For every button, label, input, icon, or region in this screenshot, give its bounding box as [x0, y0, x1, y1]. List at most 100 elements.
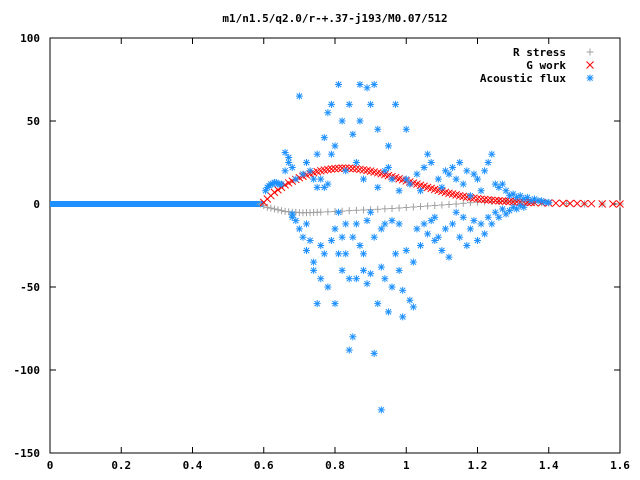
data-point	[324, 180, 332, 188]
data-point	[424, 230, 432, 238]
data-point	[377, 225, 385, 233]
data-point	[484, 159, 492, 166]
data-point	[506, 207, 514, 215]
series-r-stress	[256, 197, 624, 217]
data-point	[420, 163, 428, 171]
data-point	[480, 195, 489, 204]
y-tick-label: -150	[14, 447, 41, 460]
data-point	[392, 100, 400, 108]
data-point	[417, 242, 424, 249]
data-point	[495, 196, 503, 205]
data-point	[381, 275, 389, 283]
y-tick-label: 0	[33, 198, 40, 211]
data-point	[278, 180, 286, 188]
data-point	[498, 180, 506, 188]
data-point	[349, 233, 357, 241]
data-point	[370, 233, 378, 241]
data-point	[278, 207, 286, 215]
data-point	[388, 283, 396, 291]
data-point	[327, 150, 335, 158]
data-point	[313, 183, 321, 191]
data-point	[481, 167, 489, 175]
data-point	[363, 280, 371, 288]
data-point	[502, 187, 510, 195]
legend-label: G work	[526, 59, 566, 72]
data-point	[452, 200, 460, 208]
data-point	[399, 286, 407, 294]
data-point	[360, 206, 367, 214]
data-point	[598, 199, 607, 208]
data-point	[324, 208, 332, 216]
data-point	[424, 150, 432, 158]
acoustic-flux-flat-segment	[50, 201, 264, 207]
data-point	[474, 175, 481, 183]
data-point	[377, 263, 385, 271]
legend-marker	[586, 74, 594, 82]
data-point	[288, 163, 296, 171]
x-tick-label: 0.4	[183, 459, 203, 472]
data-point	[466, 192, 474, 200]
data-point	[484, 195, 493, 204]
data-point	[498, 197, 507, 205]
data-point	[352, 159, 360, 166]
data-point	[488, 150, 496, 158]
data-point	[303, 220, 310, 228]
y-tick-label: 100	[20, 32, 40, 45]
y-axis: -150 -100 -50 0 50 100	[14, 32, 620, 460]
data-point	[324, 283, 332, 291]
data-point	[356, 80, 364, 88]
data-point	[324, 109, 332, 117]
data-point	[573, 199, 582, 208]
data-point	[413, 225, 421, 233]
data-point	[587, 199, 596, 208]
data-point	[317, 175, 325, 183]
data-point	[381, 220, 389, 228]
data-point	[338, 117, 346, 125]
data-point	[392, 250, 400, 258]
data-point	[292, 217, 300, 225]
data-point	[474, 237, 481, 245]
data-point	[367, 100, 375, 108]
legend-label: R stress	[513, 46, 566, 59]
data-point	[545, 198, 553, 206]
x-tick-label: 0.2	[111, 459, 131, 472]
data-point	[409, 203, 417, 211]
x-tick-label: 0.6	[254, 459, 274, 472]
data-point	[348, 164, 357, 173]
x-tick-label: 1	[403, 459, 410, 472]
data-point	[313, 150, 321, 158]
data-point	[459, 199, 467, 207]
data-point	[463, 167, 471, 175]
data-point	[320, 250, 328, 258]
data-point	[452, 208, 460, 216]
data-point	[374, 205, 382, 213]
data-point	[363, 217, 371, 225]
data-point	[502, 197, 510, 206]
data-point	[320, 134, 328, 142]
data-point	[306, 237, 314, 245]
data-point	[477, 220, 485, 228]
data-point	[377, 406, 385, 414]
data-point	[352, 275, 360, 283]
y-tick-label: -100	[14, 364, 41, 377]
data-point	[484, 213, 492, 221]
data-point	[327, 237, 335, 245]
data-point	[388, 217, 396, 225]
data-point	[452, 175, 460, 183]
data-point	[552, 199, 560, 208]
data-point	[342, 167, 350, 175]
data-point	[509, 190, 517, 198]
data-point	[384, 308, 392, 316]
legend-label: Acoustic flux	[480, 72, 566, 85]
data-point	[431, 213, 439, 221]
data-point	[281, 149, 289, 157]
data-point	[488, 220, 496, 228]
data-point	[263, 203, 271, 211]
data-point	[402, 246, 410, 254]
data-point	[409, 258, 417, 266]
data-point	[367, 208, 375, 216]
data-point	[402, 175, 410, 183]
acoustic-flux-flat-band	[50, 201, 264, 207]
x-tick-label: 0.8	[325, 459, 345, 472]
